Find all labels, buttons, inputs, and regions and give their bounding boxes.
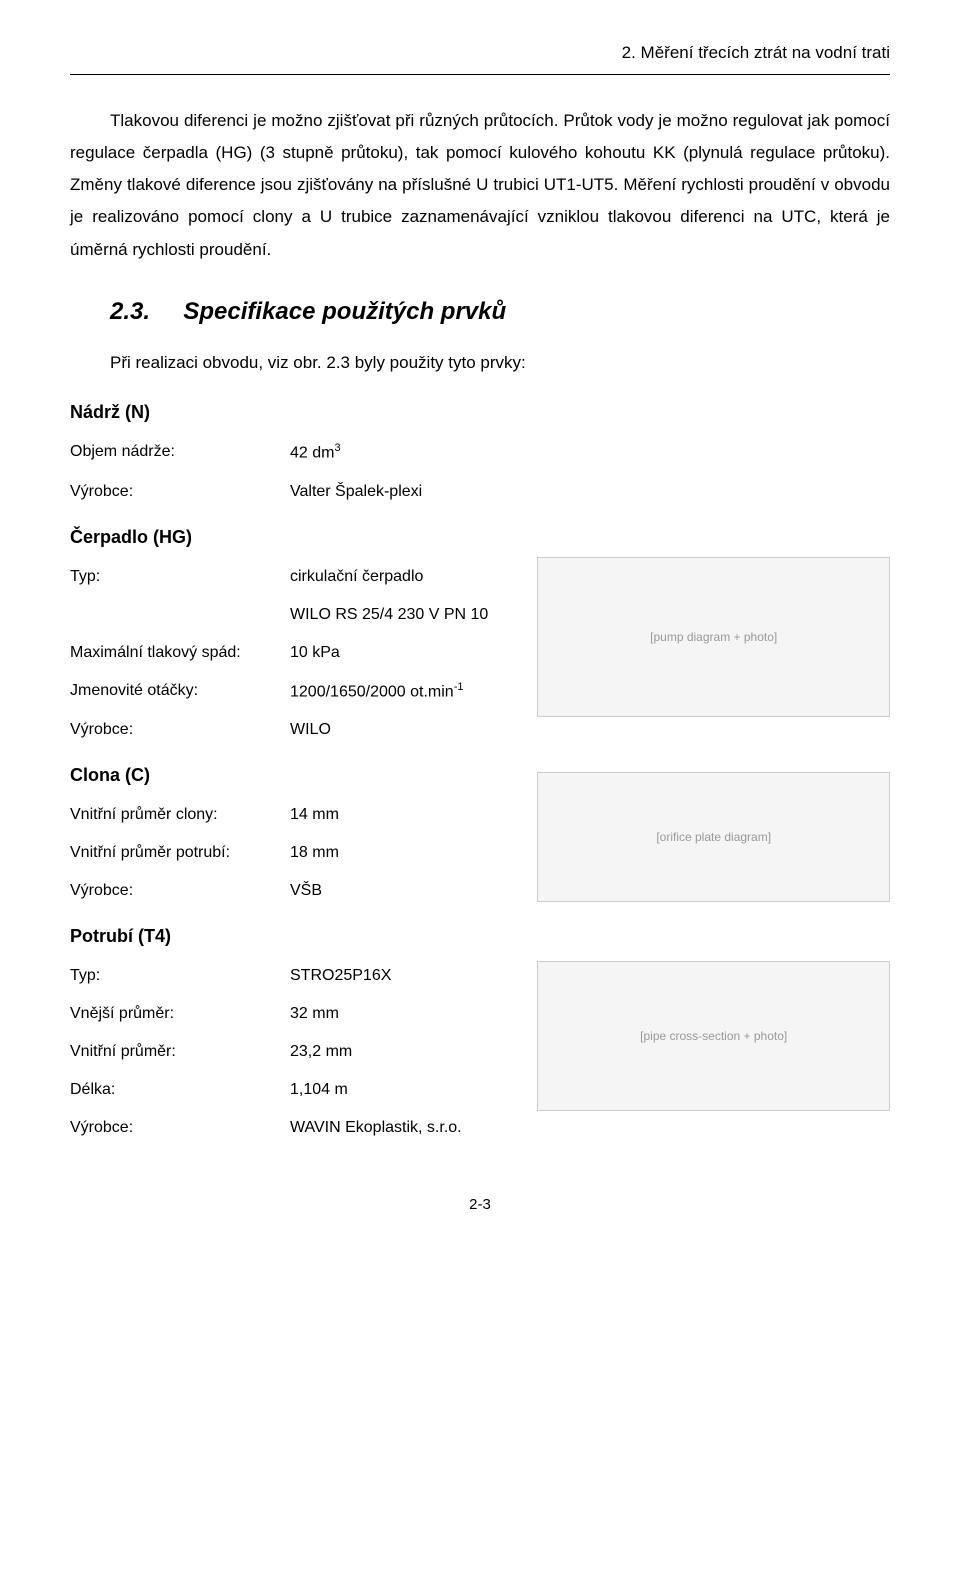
spec-row: Výrobce: WILO bbox=[70, 718, 527, 742]
section-number: 2.3. bbox=[110, 298, 150, 325]
spec-value: 1200/1650/2000 ot.min-1 bbox=[290, 679, 527, 704]
spec-row: Vnější průměr:32 mm bbox=[70, 1002, 527, 1026]
spec-value: 10 kPa bbox=[290, 641, 527, 665]
spec-label: Typ: bbox=[70, 565, 290, 589]
spec-row: Délka:1,104 m bbox=[70, 1078, 527, 1102]
spec-label: Vnitřní průměr: bbox=[70, 1040, 290, 1064]
spec-label: Vnitřní průměr potrubí: bbox=[70, 841, 290, 865]
group-title: Čerpadlo (HG) bbox=[70, 524, 527, 551]
figure-image: [orifice plate diagram] bbox=[537, 772, 890, 902]
spec-label: Výrobce: bbox=[70, 879, 290, 903]
paragraph-text: Tlakovou diferenci je možno zjišťovat př… bbox=[70, 111, 890, 259]
page-header: 2. Měření třecích ztrát na vodní trati bbox=[70, 40, 890, 66]
spec-row: Vnitřní průměr potrubí:18 mm bbox=[70, 841, 527, 865]
spec-label: Výrobce: bbox=[70, 718, 290, 742]
group-title: Clona (C) bbox=[70, 762, 527, 789]
spec-value: VŠB bbox=[290, 879, 527, 903]
spec-label: Jmenovité otáčky: bbox=[70, 679, 290, 704]
figure-image: [pump diagram + photo] bbox=[537, 557, 890, 717]
spec-value: WAVIN Ekoplastik, s.r.o. bbox=[290, 1116, 527, 1140]
spec-row: Výrobce:WAVIN Ekoplastik, s.r.o. bbox=[70, 1116, 527, 1140]
section-intro: Při realizaci obvodu, viz obr. 2.3 byly … bbox=[110, 350, 890, 376]
spec-value: 42 dm3 bbox=[290, 440, 527, 465]
spec-row: Typ:STRO25P16X bbox=[70, 964, 527, 988]
spec-row: Objem nádrže:42 dm3 bbox=[70, 440, 527, 465]
spec-value: WILO RS 25/4 230 V PN 10 bbox=[290, 603, 527, 627]
spec-value: WILO bbox=[290, 718, 527, 742]
spec-label: Maximální tlakový spád: bbox=[70, 641, 290, 665]
section-heading: 2.3. Specifikace použitých prvků bbox=[110, 294, 890, 330]
spec-label: Vnější průměr: bbox=[70, 1002, 290, 1026]
spec-value: STRO25P16X bbox=[290, 964, 527, 988]
spec-value: 1,104 m bbox=[290, 1078, 527, 1102]
group-title: Potrubí (T4) bbox=[70, 923, 527, 950]
body-paragraph: Tlakovou diferenci je možno zjišťovat př… bbox=[70, 105, 890, 266]
spec-label: Objem nádrže: bbox=[70, 440, 290, 465]
spec-label: Vnitřní průměr clony: bbox=[70, 803, 290, 827]
section-title: Specifikace použitých prvků bbox=[183, 298, 506, 325]
spec-row: Výrobce:VŠB bbox=[70, 879, 527, 903]
spec-row: Jmenovité otáčky:1200/1650/2000 ot.min-1 bbox=[70, 679, 527, 704]
spec-value: 23,2 mm bbox=[290, 1040, 527, 1064]
spec-value: 14 mm bbox=[290, 803, 527, 827]
spec-value: cirkulační čerpadlo bbox=[290, 565, 527, 589]
spec-label: Typ: bbox=[70, 964, 290, 988]
spec-label: Výrobce: bbox=[70, 1116, 290, 1140]
spec-value: 32 mm bbox=[290, 1002, 527, 1026]
spec-label bbox=[70, 603, 290, 627]
spec-value: 18 mm bbox=[290, 841, 527, 865]
figure-image: [pipe cross-section + photo] bbox=[537, 961, 890, 1111]
header-rule bbox=[70, 74, 890, 75]
group-title: Nádrž (N) bbox=[70, 399, 527, 426]
spec-table: Nádrž (N)Objem nádrže:42 dm3Výrobce:Valt… bbox=[70, 393, 890, 1154]
spec-row: Maximální tlakový spád:10 kPa bbox=[70, 641, 527, 665]
spec-label: Výrobce: bbox=[70, 480, 290, 504]
spec-row: WILO RS 25/4 230 V PN 10 bbox=[70, 603, 527, 627]
spec-row: Vnitřní průměr:23,2 mm bbox=[70, 1040, 527, 1064]
spec-label: Délka: bbox=[70, 1078, 290, 1102]
spec-row: Vnitřní průměr clony:14 mm bbox=[70, 803, 527, 827]
spec-row: Typ:cirkulační čerpadlo bbox=[70, 565, 527, 589]
page-footer: 2-3 bbox=[70, 1194, 890, 1217]
spec-row: Výrobce:Valter Špalek-plexi bbox=[70, 480, 527, 504]
spec-value: Valter Špalek-plexi bbox=[290, 480, 527, 504]
